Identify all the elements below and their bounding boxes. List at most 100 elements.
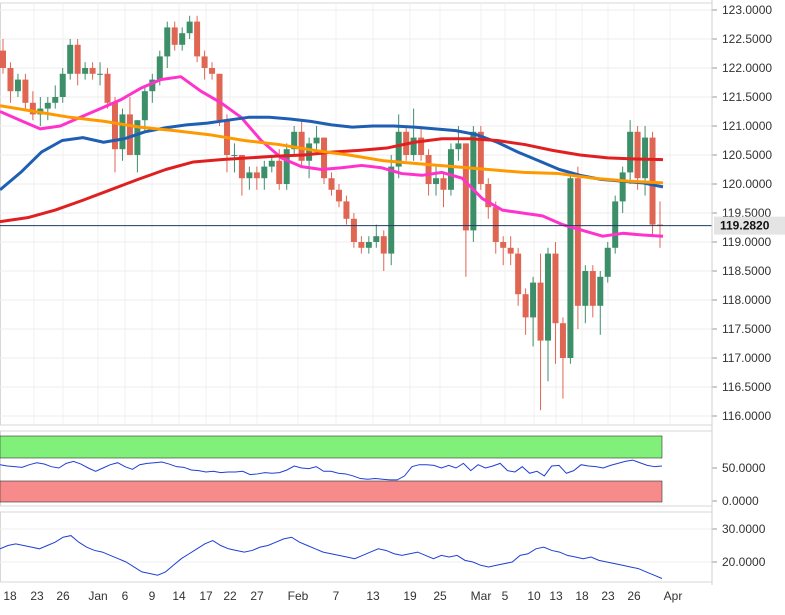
candle-body (194, 21, 201, 57)
candle-body (343, 201, 350, 219)
y-tick-label: 117.5000 (722, 322, 771, 336)
candle-body (44, 102, 51, 109)
candle-body (0, 50, 6, 68)
candle-body (186, 21, 193, 34)
y-tick-label: 0.0000 (722, 494, 759, 508)
candle-body (171, 27, 178, 45)
x-tick-label: 5 (502, 589, 509, 603)
moving-average-line-2 (0, 115, 664, 191)
candle-body (246, 172, 253, 179)
x-tick-label: 10 (527, 589, 541, 603)
y-tick-label: 121.0000 (722, 119, 772, 133)
candle-body (619, 172, 626, 202)
y-tick-label: 118.5000 (722, 264, 771, 278)
x-tick-label: Jan (88, 589, 107, 603)
candle-body (530, 282, 537, 318)
candle-body (22, 79, 29, 103)
candle-body (388, 166, 395, 254)
x-tick-label: Feb (288, 589, 309, 603)
candle-body (82, 68, 89, 74)
x-tick-label: 6 (122, 589, 129, 603)
candle-body (164, 27, 171, 57)
candle-body (604, 247, 611, 277)
candle-body (358, 242, 365, 248)
x-tick-label: 7 (333, 589, 340, 603)
candle-body (627, 131, 634, 173)
overbought-zone (0, 435, 663, 459)
last-price-tag (714, 216, 785, 235)
y-tick-label: 117.0000 (722, 351, 771, 365)
x-axis: 18 23 26 Jan 6 9 14 17 22 27 Feb 7 13 19 25 Mar 5 10 13 18 2… (3, 589, 682, 603)
candle-body (328, 178, 335, 190)
panel-frame-1 (0, 2, 713, 426)
candle-body (119, 114, 126, 150)
candle-body (149, 79, 156, 92)
oversold-zone (0, 480, 663, 503)
candle-body (589, 271, 596, 306)
candle-body (74, 44, 81, 74)
candle-body (462, 143, 469, 231)
x-tick-label: 13 (366, 589, 380, 603)
candle-body (201, 56, 208, 68)
y-tick-label: 120.5000 (722, 148, 772, 162)
panel-frame-3 (0, 511, 713, 583)
x-tick-label: Apr (664, 589, 683, 603)
y-tick-label: 122.5000 (722, 32, 772, 46)
indicator-line (0, 535, 663, 579)
candle-body (395, 131, 402, 167)
x-tick-label: 25 (433, 589, 447, 603)
candle-body (89, 68, 96, 74)
x-tick-label: 26 (56, 589, 70, 603)
candle-body (268, 160, 275, 167)
candle-body (321, 137, 328, 179)
candle-body (477, 131, 484, 184)
x-tick-label: 27 (250, 589, 264, 603)
candle-body (545, 253, 552, 341)
candle-body (507, 247, 514, 254)
candle-body (567, 178, 574, 358)
candle-body (276, 160, 283, 184)
candle-body (425, 155, 432, 184)
candle-body (500, 242, 507, 248)
candle-body (97, 73, 104, 75)
candle-body (537, 282, 544, 341)
candle-body (156, 56, 163, 80)
main-price-panel: 123.0000 122.5000 122.0000 121.5000 121.0000… (0, 3, 785, 425)
x-tick-label: 26 (627, 589, 641, 603)
candle-body (253, 172, 260, 179)
candle-body (418, 137, 425, 155)
candle-body (291, 131, 298, 150)
candle-body (59, 73, 66, 97)
candle-body (298, 131, 305, 161)
candle-body (433, 178, 440, 184)
x-tick-label: 14 (172, 589, 186, 603)
candle-body (216, 73, 223, 121)
oscillator-line (0, 459, 663, 481)
candle-body (126, 114, 133, 155)
candle-body (134, 120, 141, 155)
indicator-panel: 30.0000 20.0000 (0, 522, 766, 579)
candle-body (410, 137, 417, 155)
x-tick-label: 18 (575, 589, 589, 603)
last-price-label: 119.2820 (720, 219, 770, 233)
candle-body (380, 236, 387, 254)
candle-body (455, 143, 462, 150)
candle-body (29, 102, 36, 115)
x-tick-label: Mar (471, 589, 492, 603)
candle-body (440, 178, 447, 190)
candle-body (634, 131, 641, 179)
y-tick-label: 119.5000 (722, 206, 771, 220)
candle-body (141, 91, 148, 121)
candle-body (7, 68, 14, 92)
candle-body (179, 33, 186, 45)
candle-body (552, 253, 559, 324)
candle-body (492, 207, 499, 242)
y-tick-label: 30.0000 (722, 522, 766, 536)
x-tick-label: 19 (403, 589, 417, 603)
candle-body (597, 276, 604, 306)
candle-body (522, 294, 529, 318)
y-tick-label: 116.0000 (722, 409, 771, 423)
y-tick-label: 119.0000 (722, 235, 771, 249)
